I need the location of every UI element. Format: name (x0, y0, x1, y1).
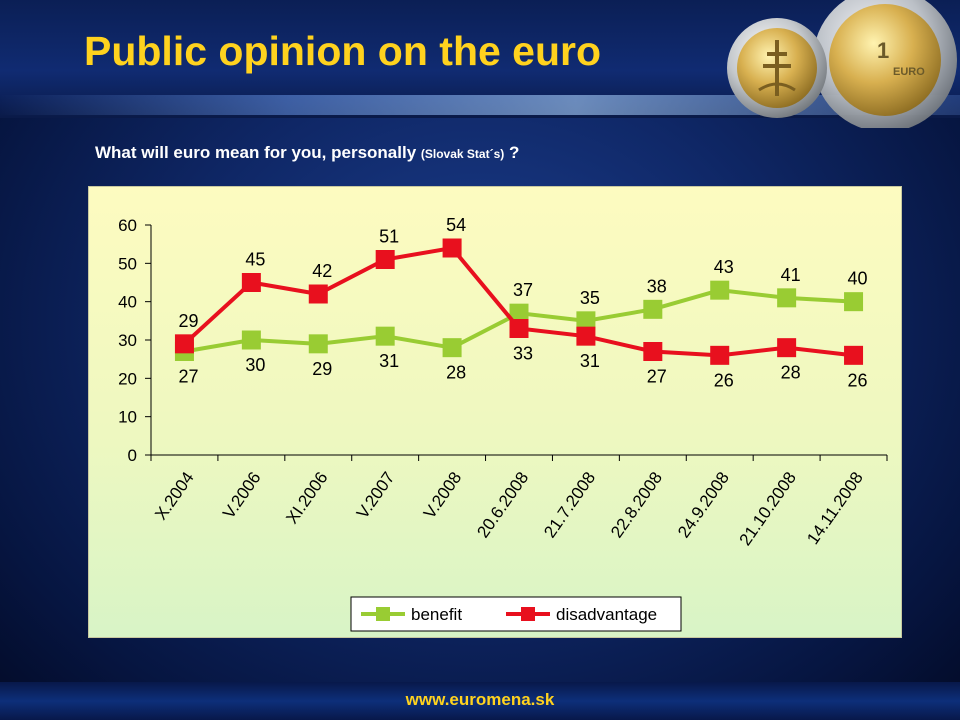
data-label-benefit: 30 (245, 355, 265, 375)
data-label-disadvantage: 33 (513, 344, 533, 364)
y-tick-label: 40 (118, 293, 137, 312)
legend-label-benefit: benefit (411, 605, 462, 624)
data-point-disadvantage (509, 319, 529, 338)
data-point-benefit (844, 292, 864, 312)
data-label-benefit: 28 (446, 363, 466, 383)
data-point-benefit (777, 288, 797, 308)
svg-text:EURO: EURO (893, 66, 925, 78)
data-label-disadvantage: 26 (714, 370, 734, 390)
x-tick-label: V.2006 (219, 468, 265, 522)
question-mark: ? (504, 143, 520, 162)
data-point-benefit (241, 330, 261, 350)
data-label-benefit: 40 (848, 269, 868, 289)
data-label-benefit: 31 (379, 351, 399, 371)
x-tick-label: 22.8.2008 (607, 468, 666, 541)
data-point-disadvantage (375, 250, 395, 269)
chart-panel: 0 10 20 30 40 50 60 X.2004 V.2006 XI.2006 V.2007 V.… (88, 186, 902, 638)
y-tick-label: 30 (118, 331, 137, 350)
x-tick-label: XI.2006 (282, 468, 331, 527)
legend-marker-benefit (376, 607, 390, 621)
header-stripe (0, 95, 960, 115)
data-point-disadvantage (576, 326, 596, 346)
legend-marker-disadvantage (521, 607, 535, 621)
data-point-disadvantage (777, 338, 797, 358)
data-label-disadvantage: 31 (580, 351, 600, 371)
data-label-disadvantage: 26 (848, 370, 868, 390)
data-label-benefit: 38 (647, 276, 667, 296)
data-point-benefit (308, 334, 328, 354)
svg-text:1: 1 (877, 38, 889, 63)
y-tick-label: 50 (118, 254, 137, 273)
data-point-disadvantage (643, 342, 663, 361)
legend-label-disadvantage: disadvantage (556, 605, 657, 624)
data-point-disadvantage (308, 284, 328, 304)
y-tick-label: 20 (118, 369, 137, 388)
data-point-disadvantage (710, 345, 730, 365)
y-tick-label: 60 (118, 216, 137, 235)
data-point-disadvantage (174, 334, 194, 354)
footer-bar (0, 682, 960, 720)
y-tick-label: 0 (128, 446, 137, 465)
data-label-benefit: 43 (714, 257, 734, 277)
series-line-disadvantage (183, 245, 854, 358)
x-tick-label: 21.7.2008 (540, 468, 599, 541)
x-tick-label: 21.10.2008 (736, 468, 800, 549)
data-label-disadvantage: 51 (379, 227, 399, 247)
x-tick-label: X.2004 (151, 468, 197, 523)
website-link[interactable]: www.euromena.sk (405, 690, 555, 709)
page-title: Public opinion on the euro (84, 28, 602, 74)
euro-coins-image: 1 EURO (727, 0, 957, 128)
y-tick-label: 10 (118, 408, 137, 427)
x-tick-label: 24.9.2008 (674, 468, 733, 541)
data-point-benefit (643, 299, 663, 319)
data-label-benefit: 29 (312, 359, 332, 379)
x-tick-label: 20.6.2008 (473, 468, 532, 541)
data-label-disadvantage: 28 (781, 363, 801, 383)
data-point-benefit (442, 338, 462, 358)
data-label-benefit: 37 (513, 280, 533, 300)
x-tick-label: V.2008 (420, 468, 466, 522)
data-label-disadvantage: 27 (647, 367, 667, 387)
data-label-disadvantage: 54 (446, 215, 466, 235)
data-point-disadvantage (241, 273, 261, 292)
data-point-benefit (710, 280, 730, 300)
line-chart: 0 10 20 30 40 50 60 X.2004 V.2006 XI.2006 V.2007 V.… (118, 215, 888, 632)
data-point-benefit (375, 326, 395, 346)
data-label-benefit: 35 (580, 288, 600, 308)
data-label-disadvantage: 45 (245, 250, 265, 270)
data-label-benefit: 27 (178, 367, 198, 387)
chart-question: What will euro mean for you, personally … (95, 143, 519, 163)
question-source: (Slovak Stat´s) (420, 147, 505, 161)
question-text: What will euro mean for you, personally (95, 143, 421, 162)
x-tick-label: 14.11.2008 (803, 468, 867, 548)
data-point-disadvantage (442, 238, 462, 258)
data-label-benefit: 41 (781, 265, 801, 285)
x-tick-label: V.2007 (353, 468, 399, 522)
data-label-disadvantage: 29 (178, 311, 198, 331)
data-label-disadvantage: 42 (312, 261, 332, 281)
data-point-disadvantage (844, 345, 864, 365)
